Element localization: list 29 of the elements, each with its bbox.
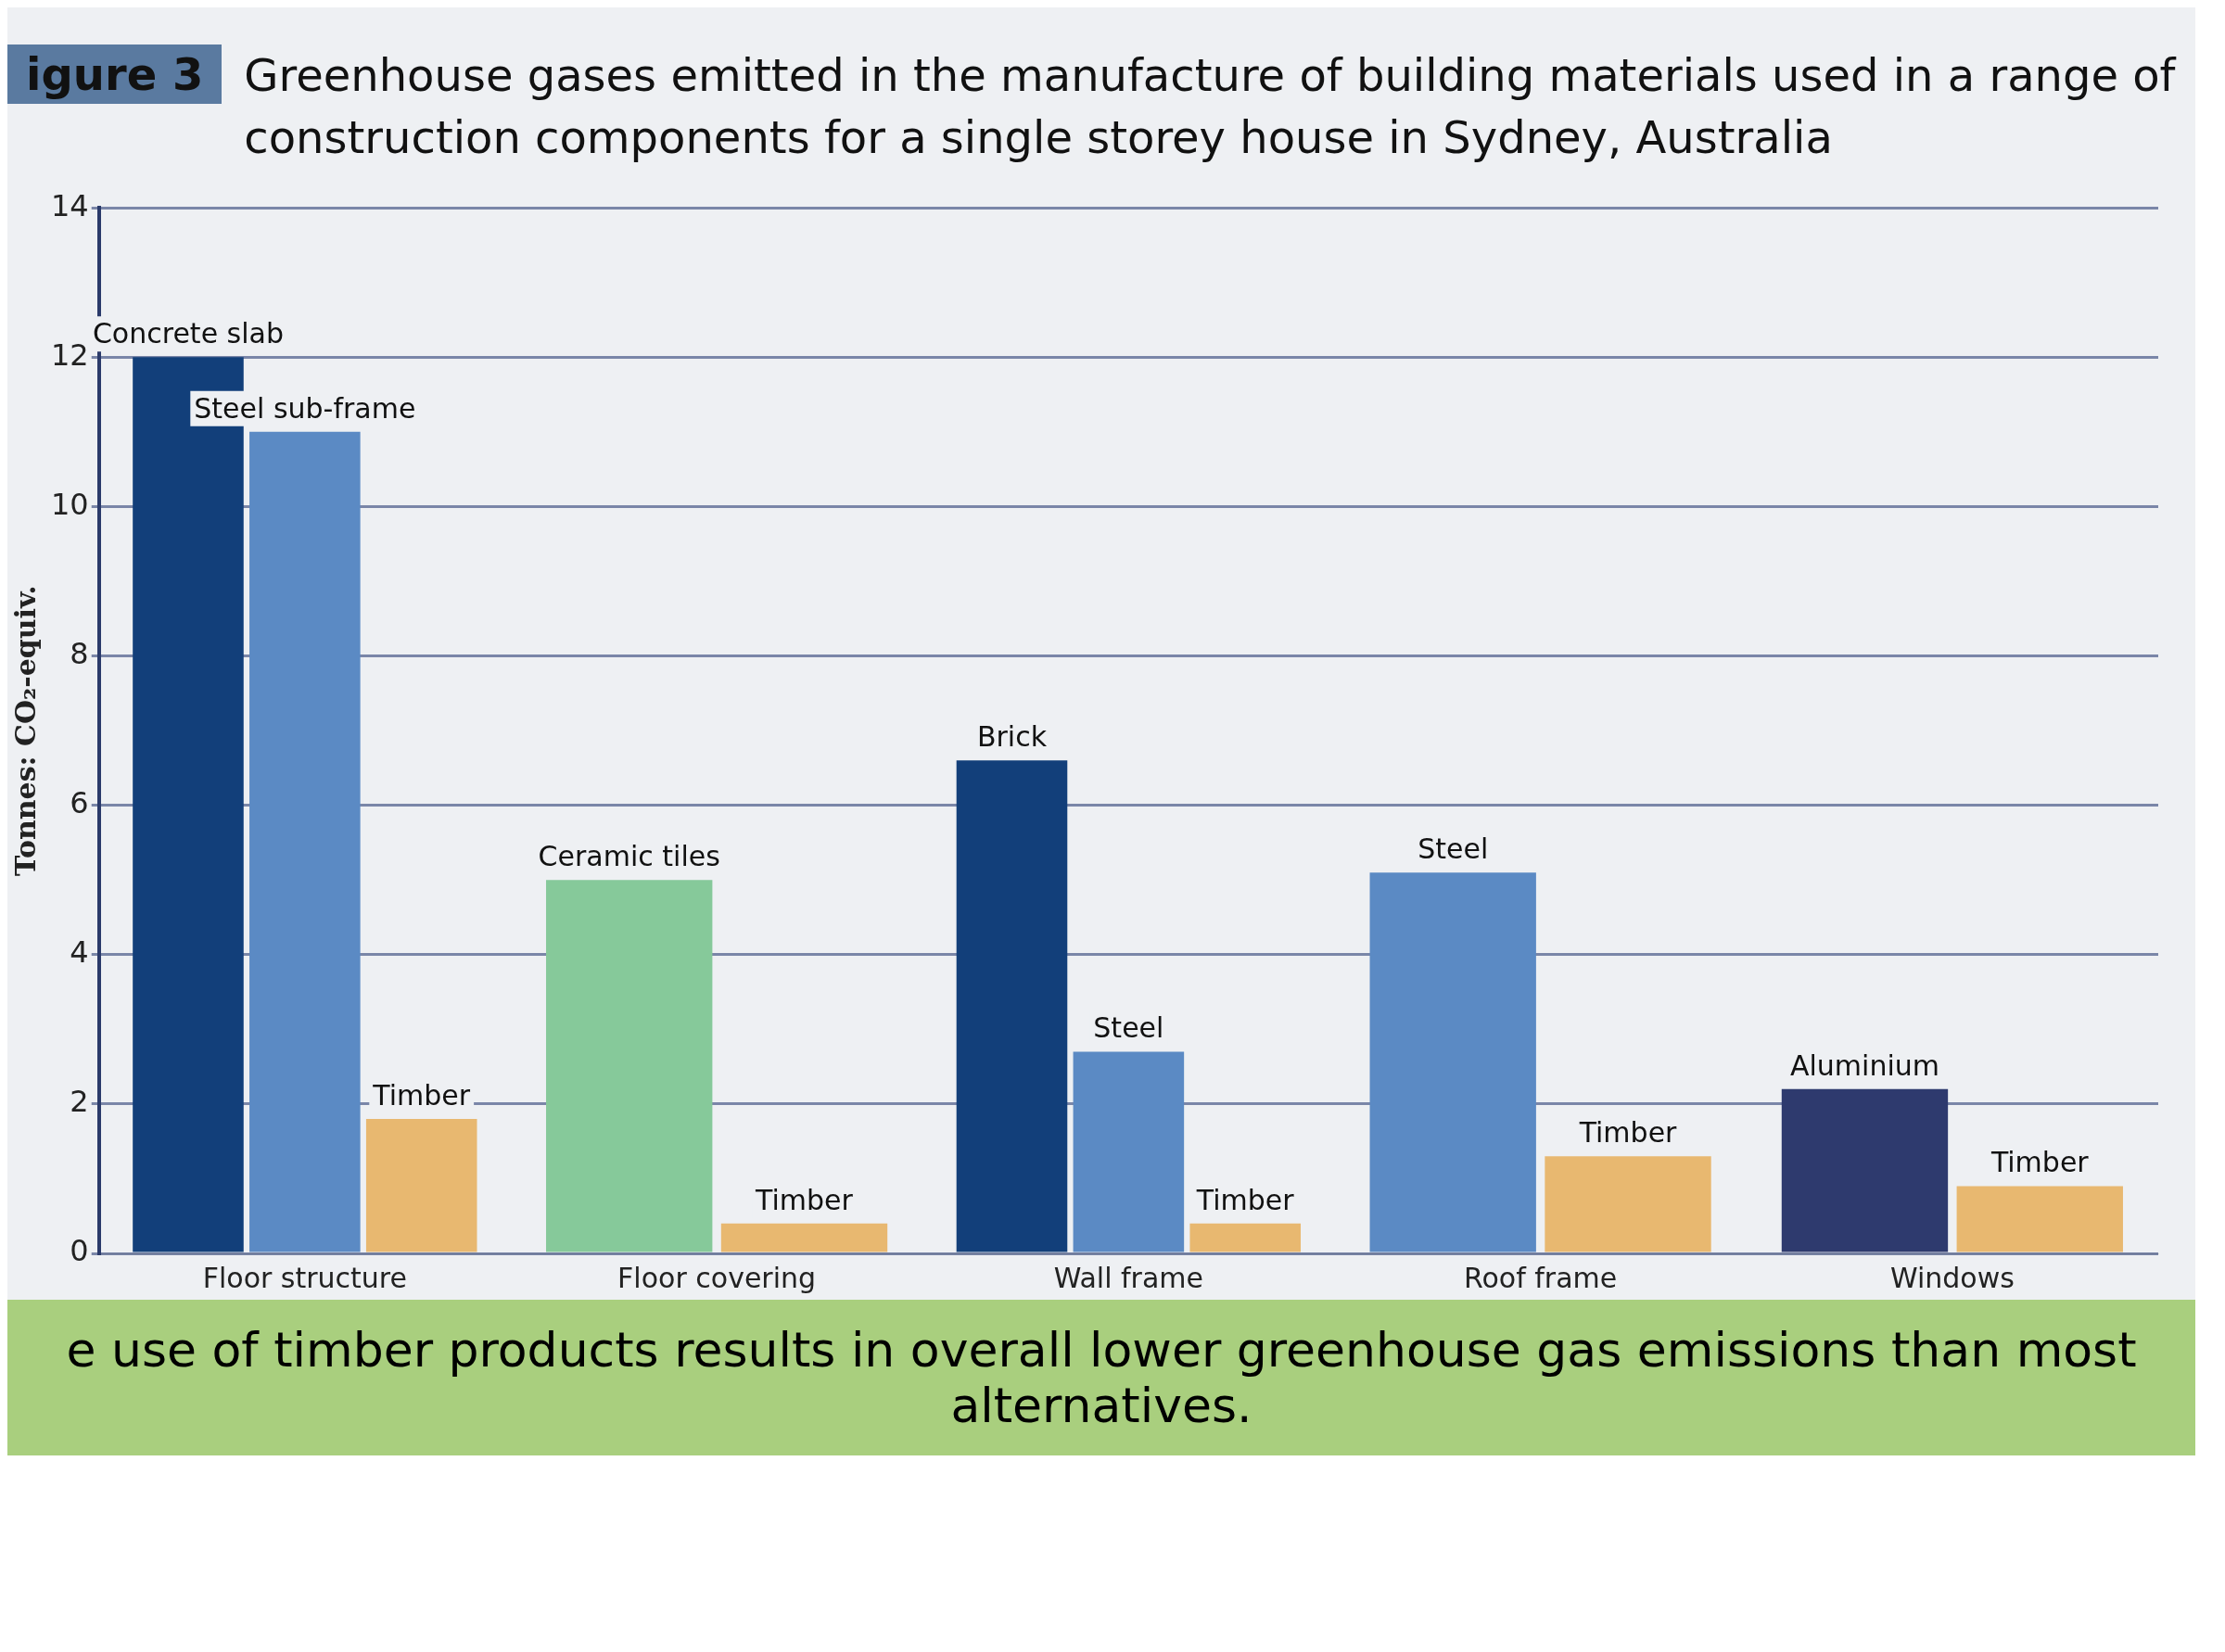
- y-tick-label: 6: [70, 785, 89, 821]
- y-tick-label: 2: [70, 1084, 89, 1120]
- data-label: Brick: [976, 720, 1048, 754]
- y-tick-label: 12: [51, 337, 89, 373]
- data-label: Concrete slab: [92, 317, 285, 350]
- x-tick-label: Floor covering: [617, 1262, 817, 1295]
- x-tick-label: Wall frame: [1053, 1262, 1204, 1295]
- data-label: Timber: [1990, 1146, 2090, 1179]
- x-tick-label: Windows: [1889, 1262, 2015, 1295]
- data-label: Steel sub-frame: [194, 392, 416, 426]
- chart-title: Greenhouse gases emitted in the manufacture of building materials used in a range of construction components for a single storey house in Sydney, Australia: [244, 48, 2177, 166]
- y-tick-label: 10: [51, 487, 89, 523]
- data-label: Aluminium: [1789, 1048, 1939, 1082]
- x-tick-label: Roof frame: [1463, 1262, 1618, 1295]
- data-label: Timber: [755, 1183, 854, 1216]
- text: e use of timber products results in overall lower greenhouse gas emissions than most alternatives.: [7, 1300, 2195, 1456]
- data-label: Timber: [1195, 1183, 1295, 1216]
- data-label: Timber: [1578, 1116, 1678, 1150]
- data-label: Ceramic tiles: [538, 840, 720, 873]
- x-tick-label: Floor structure: [202, 1262, 407, 1295]
- data-label: Steel: [1418, 832, 1489, 866]
- y-tick-label: 8: [70, 636, 89, 672]
- y-tick-label: 14: [51, 187, 89, 223]
- text: igure 3: [7, 44, 222, 104]
- data-label: Steel: [1093, 1011, 1164, 1045]
- y-axis-title: Tonnes: CO₂-equiv.: [8, 585, 42, 877]
- data-label: Timber: [372, 1079, 471, 1112]
- y-tick-label: 0: [70, 1233, 89, 1269]
- y-tick-label: 4: [70, 934, 89, 971]
